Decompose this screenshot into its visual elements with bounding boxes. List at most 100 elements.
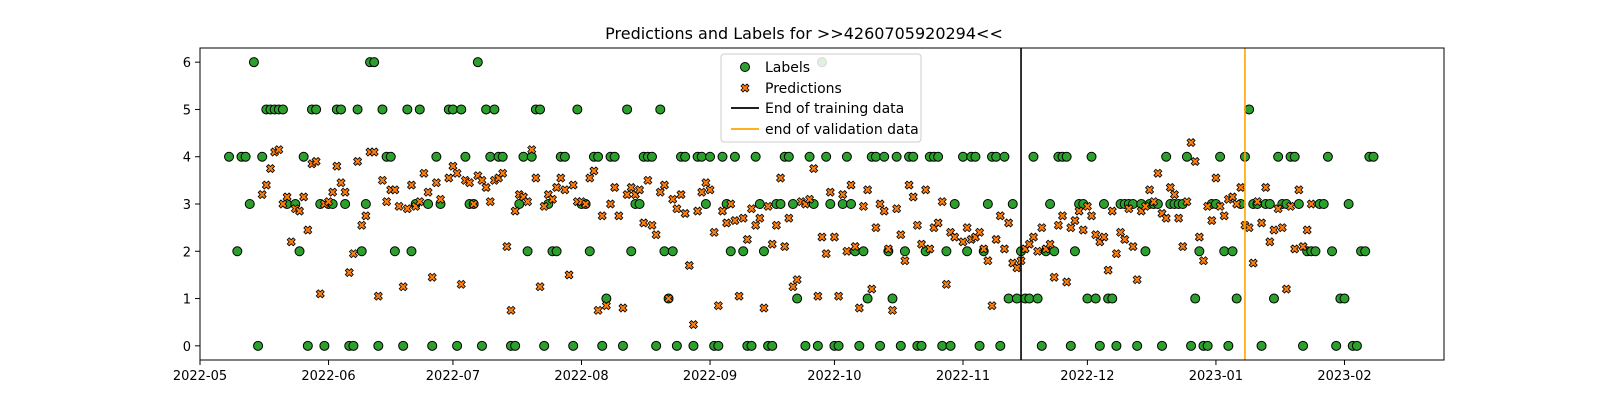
prediction-point xyxy=(813,291,823,301)
label-point xyxy=(1061,151,1072,162)
prediction-point xyxy=(643,175,653,185)
prediction-point xyxy=(1294,185,1304,195)
prediction-point xyxy=(1236,182,1246,193)
prediction-point xyxy=(825,187,835,197)
label-point xyxy=(224,151,235,162)
label-point xyxy=(572,104,583,115)
prediction-point xyxy=(1103,265,1113,275)
x-axis: 2022-05 2022-06 2022-07 2022-08 2022-09 2022-… xyxy=(173,360,1372,384)
prediction-point xyxy=(377,175,388,185)
prediction-point xyxy=(659,180,669,190)
label-point xyxy=(812,340,823,351)
label-point xyxy=(767,340,778,351)
label-point xyxy=(1094,340,1105,351)
prediction-point xyxy=(1252,197,1262,207)
label-point xyxy=(688,340,699,351)
y-tick-label: 2 xyxy=(183,245,191,260)
prediction-point xyxy=(498,168,508,178)
label-point xyxy=(423,199,434,209)
prediction-point xyxy=(626,182,636,193)
label-point xyxy=(1065,340,1076,351)
prediction-point xyxy=(883,244,893,254)
label-point xyxy=(1331,340,1342,351)
x-tick-label: 2022-12 xyxy=(1060,369,1114,384)
prediction-point xyxy=(701,178,711,188)
label-point xyxy=(609,151,620,162)
label-point xyxy=(489,104,500,115)
label-point xyxy=(680,151,691,162)
label-point xyxy=(995,340,1006,351)
prediction-point xyxy=(605,199,616,209)
label-point xyxy=(1310,246,1321,257)
label-point xyxy=(700,199,711,209)
prediction-point xyxy=(854,303,864,313)
x-tick-label: 2023-02 xyxy=(1317,369,1371,384)
prediction-point xyxy=(1169,189,1180,200)
label-point xyxy=(1194,246,1205,257)
label-point xyxy=(1219,246,1230,257)
label-point xyxy=(1368,151,1379,162)
prediction-point xyxy=(344,267,354,278)
prediction-point xyxy=(647,220,657,230)
prediction-point xyxy=(1215,201,1225,211)
y-axis: 0 1 2 3 4 5 6 xyxy=(183,56,200,355)
prediction-point xyxy=(1256,218,1267,228)
x-tick-label: 2022-05 xyxy=(173,369,227,384)
x-tick-label: 2022-10 xyxy=(807,369,861,384)
prediction-point xyxy=(709,227,719,237)
legend-box xyxy=(720,53,922,143)
prediction-point xyxy=(1120,234,1130,245)
label-point xyxy=(510,340,521,351)
label-point xyxy=(746,340,757,351)
prediction-point xyxy=(842,246,852,256)
label-point xyxy=(539,340,550,351)
prediction-point xyxy=(568,180,578,190)
prediction-point xyxy=(867,284,877,294)
label-point xyxy=(1215,151,1226,162)
label-point xyxy=(833,340,844,351)
prediction-point xyxy=(767,239,777,249)
label-point xyxy=(825,199,836,209)
prediction-point xyxy=(535,282,545,292)
label-point xyxy=(277,104,288,115)
prediction-point xyxy=(469,199,479,209)
prediction-point xyxy=(958,237,968,247)
label-point xyxy=(497,151,508,162)
prediction-point xyxy=(1290,244,1300,254)
prediction-point xyxy=(361,211,371,221)
x-tick-label: 2022-09 xyxy=(683,369,737,384)
prediction-point xyxy=(639,218,649,228)
label-point xyxy=(667,246,678,257)
prediction-point xyxy=(751,220,761,230)
prediction-point xyxy=(286,237,296,247)
prediction-point xyxy=(900,256,910,266)
prediction-point xyxy=(485,197,495,207)
prediction-point xyxy=(373,291,383,301)
x-tick-label: 2023-01 xyxy=(1189,369,1243,384)
prediction-point xyxy=(1086,211,1097,221)
prediction-point xyxy=(1182,197,1192,207)
prediction-point xyxy=(448,161,458,171)
prediction-point xyxy=(274,145,284,155)
prediction-point xyxy=(564,270,574,280)
label-point xyxy=(1045,199,1056,209)
label-point xyxy=(879,151,890,162)
label-point xyxy=(646,151,657,162)
label-point xyxy=(522,246,533,257)
prediction-point xyxy=(1124,204,1134,214)
prediction-point xyxy=(539,201,549,211)
prediction-point xyxy=(523,197,533,207)
prediction-point xyxy=(979,244,989,254)
label-point xyxy=(535,104,546,115)
prediction-point xyxy=(1028,232,1039,242)
prediction-point xyxy=(817,232,827,242)
prediction-point xyxy=(353,156,363,167)
prediction-point xyxy=(427,272,437,282)
prediction-point xyxy=(278,199,288,209)
label-point xyxy=(1227,246,1238,257)
prediction-point xyxy=(634,185,645,195)
label-point xyxy=(427,340,438,351)
prediction-point xyxy=(435,194,446,204)
label-point xyxy=(373,340,384,351)
prediction-point xyxy=(1091,230,1101,240)
